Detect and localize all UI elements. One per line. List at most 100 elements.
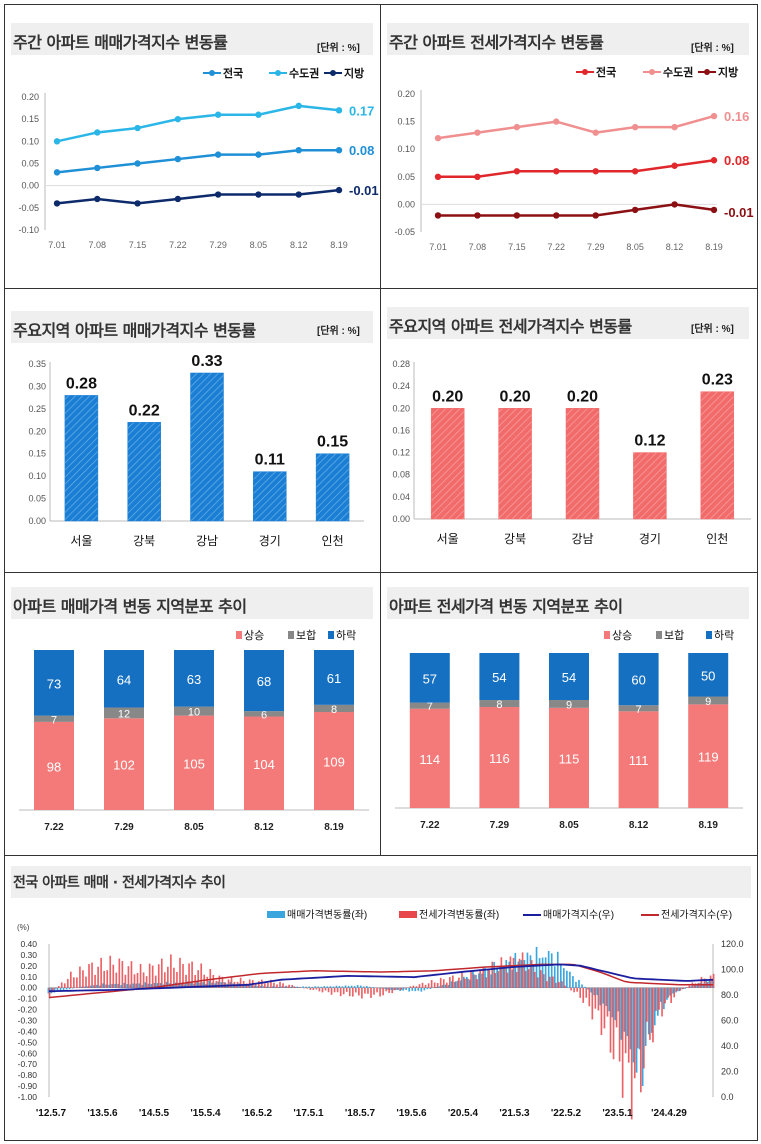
end-value-label: 0.16 [724,109,749,124]
sale-rate-bar [196,982,198,989]
jeonse-rate-bar [160,958,163,989]
title-band [387,587,749,619]
legend-label: 전세가격변동률(좌) [419,908,499,921]
sale-rate-bar [678,987,680,992]
data-point [474,212,481,219]
weekly-sale-line-chart: 0.20 0.15 0.10 0.05 0.00 -0.05 -0.10 7.01 7.08 7.… [18,66,378,250]
sale-rate-bar [602,987,605,1004]
x-category-label: 8.12 [254,822,274,833]
bar-서울 [64,395,99,522]
segment-상승 [314,712,354,810]
series-line-수도권 [56,104,340,143]
y-tick-label: 0.00 [392,514,410,524]
jeonse-rate-bar [539,970,542,989]
data-point [553,212,560,219]
sale-rate-bar [362,986,365,989]
sale-rate-bar [126,984,129,989]
y-left-tick-label: 0.40 [20,939,37,949]
x-category-label: 강남 [571,532,593,546]
sale-rate-bar [590,987,592,993]
sale-rate-bar [581,984,583,989]
jeonse-rate-bar [433,982,436,989]
y-tick-label: -0.05 [18,203,39,213]
y-tick-label: 0.20 [28,426,46,436]
x-category-label: 경기 [639,532,661,546]
x-category-label: 7.22 [420,820,440,831]
jeonse-rate-bar [276,984,278,989]
legend-swatch [236,631,242,639]
bar-value-label: 0.28 [66,375,97,392]
sale-rate-bar [423,987,426,991]
jeonse-rate-bar [567,987,569,989]
data-point [710,206,718,214]
jeonse-rate-bar [342,987,345,995]
y-tick-label: 0.00 [28,516,46,526]
segment-value-label: 64 [117,672,131,687]
jeonse-rate-bar [333,987,336,993]
segment-보합 [314,704,354,713]
y-left-unit-label: (%) [17,923,30,932]
segment-value-label: 98 [47,759,61,774]
jeonse-rate-bar [82,970,84,989]
segment-하락 [244,650,284,712]
data-point [513,123,521,131]
sale-rate-bar [587,987,589,990]
x-tick-label: 7.22 [169,240,187,250]
end-value-label: -0.01 [724,205,754,220]
jeonse-rate-bar [461,972,463,989]
data-point [553,168,560,175]
segment-하락 [688,653,729,697]
jeonse-rate-bar [303,987,306,989]
x-tick-label: 8.19 [705,242,723,252]
legend-marker [704,69,710,75]
jeonse-rate-bar [464,978,466,989]
sale-rate-bar [532,966,535,989]
x-tick-label: 7.22 [548,242,566,252]
title-band [387,307,749,339]
jeonse-rate-bar [439,977,442,989]
chart-title: 주간 아파트 매매가격지수 변동률 [13,33,228,52]
jeonse-rate-bar [418,984,421,989]
jeonse-rate-bar [182,964,184,989]
regional-jeonse-bar-chart: 0.28 0.24 0.20 0.16 0.12 0.08 0.04 0.00 0.20 서울 0.… [392,359,751,546]
segment-하락 [34,650,74,716]
chart-unit: [단위 : %] [691,43,734,54]
sale-rate-bar [247,985,250,989]
jeonse-distribution-chart-panel: 아파트 전세가격 변동 지역분포 추이 상승 보합 하락 114 7 57 7.22 116 8… [380,572,758,856]
sale-rate-bar [514,952,517,989]
y-right-tick-label: 40.0 [721,1041,739,1051]
sale-rate-bar [472,971,474,989]
data-point [335,147,343,154]
jeonse-rate-bar [382,987,384,996]
jeonse-rate-bar [597,987,600,1011]
segment-value-label: 111 [629,753,649,768]
segment-보합 [549,700,589,708]
x-tick-label: '15.5.4 [190,1108,221,1119]
legend-swatch [399,911,417,918]
jeonse-rate-bar [664,987,666,1004]
y-tick-label: 0.15 [28,449,46,459]
jeonse-rate-bar [391,987,394,994]
chart-title: 아파트 전세가격 변동 지역분포 추이 [389,597,623,616]
sale-rate-bar [502,966,505,989]
segment-value-label: 114 [419,752,440,767]
national-trend-combo-chart: 매매가격변동률(좌) 전세가격변동률(좌) 매매가격지수(우) 전세가격지수(우) (%… [17,908,744,1120]
legend-label-상승: 상승 [244,629,264,642]
segment-상승 [104,718,144,810]
jeonse-rate-bar [400,987,403,990]
jeonse-rate-bar [524,970,527,989]
jeonse-rate-bar [470,970,472,989]
x-category-label: 8.19 [698,820,718,831]
jeonse-rate-bar [221,976,224,989]
legend-label-상승: 상승 [612,629,632,642]
segment-하락 [314,650,354,705]
jeonse-rate-bar [76,977,78,989]
data-point [710,112,718,120]
y-tick-label: 0.15 [397,117,415,127]
segment-하락 [479,653,520,701]
jeonse-rate-bar [94,974,96,989]
sale-rate-bar [623,987,626,1032]
sale-rate-bar [165,981,168,989]
segment-보합 [104,707,144,719]
sale-rate-bar [187,981,189,989]
